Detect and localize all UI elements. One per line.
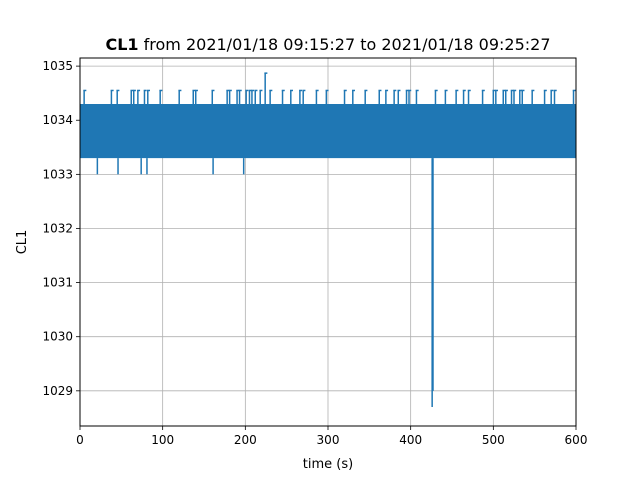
x-tick-label: 0 — [76, 433, 84, 447]
x-tick-label: 400 — [399, 433, 422, 447]
x-tick-label: 600 — [565, 433, 588, 447]
axes: 0 100 200 300 400 500 600 1029 1030 1031 1032 1033 1… — [42, 59, 587, 447]
series-band — [80, 104, 576, 159]
x-tick-label: 500 — [482, 433, 505, 447]
y-axis-label: CL1 — [15, 230, 30, 255]
y-tick-label: 1030 — [42, 330, 73, 344]
chart-title-rest: from 2021/01/18 09:15:27 to 2021/01/18 0… — [139, 35, 551, 54]
y-tick-label: 1033 — [42, 167, 73, 181]
x-tick-label: 200 — [234, 433, 257, 447]
x-tick-label: 300 — [317, 433, 340, 447]
series-cl1 — [80, 72, 576, 408]
y-tick-label: 1029 — [42, 384, 73, 398]
x-tick-label: 100 — [151, 433, 174, 447]
y-tick-label: 1034 — [42, 113, 73, 127]
y-tick-label: 1032 — [42, 221, 73, 235]
plot-frame — [79, 57, 577, 427]
y-tick-label: 1035 — [42, 59, 73, 73]
y-tick-label: 1031 — [42, 276, 73, 290]
x-axis-label: time (s) — [303, 457, 353, 472]
chart-title-bold: CL1 — [105, 35, 138, 54]
chart-title: CL1 from 2021/01/18 09:15:27 to 2021/01/… — [105, 35, 550, 54]
